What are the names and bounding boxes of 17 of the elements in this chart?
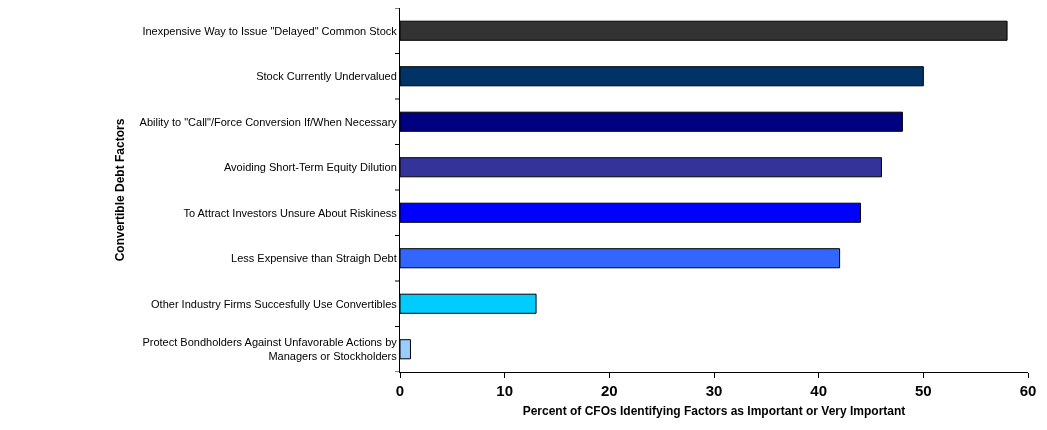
x-tick-label: 10: [496, 382, 514, 399]
y-tick-label: Protect Bondholders Against Unfavorable Actions by Managers or Stockholders: [142, 335, 398, 363]
y-tick-label: Other Industry Firms Succesfully Use Convertibles: [151, 297, 398, 310]
x-tick-label: 50: [914, 382, 932, 399]
x-tick-label: 0: [395, 382, 405, 399]
y-tick-label: Ability to "Call"/Force Conversion If/When Necessary: [139, 115, 398, 128]
y-tick-label: Stock Currently Undervalued: [256, 70, 397, 83]
y-tick-label: Avoiding Short-Term Equity Dilution: [223, 161, 397, 174]
x-tick-label: 30: [705, 382, 723, 399]
y-axis-title: Convertible Debt Factors: [112, 118, 127, 262]
x-axis-title: Percent of CFOs Identifying Factors as Important or Very Important: [522, 403, 906, 418]
x-tick-label: 60: [1019, 382, 1037, 399]
x-tick-label: 20: [600, 382, 618, 399]
y-tick-label: To Attract Investors Unsure About Riskiness: [183, 206, 398, 219]
y-tick-label: Inexpensive Way to Issue "Delayed" Common Stock: [142, 24, 398, 37]
x-tick-label: 40: [810, 382, 828, 399]
y-tick-label: Less Expensive than Straigh Debt: [231, 252, 397, 265]
